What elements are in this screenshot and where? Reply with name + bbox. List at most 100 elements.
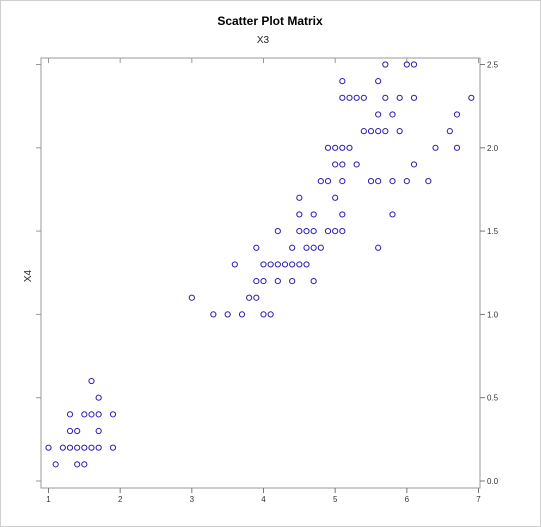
data-point: [324, 144, 332, 151]
x-tick-label: 5: [333, 495, 338, 504]
data-point: [317, 178, 324, 185]
y-tick-label: 0.5: [487, 394, 499, 403]
data-point: [339, 228, 346, 235]
data-point: [446, 128, 453, 135]
data-point: [81, 461, 88, 468]
data-point: [303, 244, 310, 251]
data-point: [296, 228, 303, 235]
data-point: [274, 228, 281, 235]
data-point: [310, 244, 317, 251]
data-point: [367, 178, 375, 185]
data-point: [74, 461, 81, 468]
data-point: [332, 161, 339, 168]
data-point: [238, 311, 246, 318]
data-point: [260, 311, 267, 318]
data-point: [346, 94, 353, 101]
y-tick-label: 1.0: [487, 310, 499, 319]
x-tick-label: 6: [405, 495, 410, 504]
data-point: [382, 94, 389, 101]
data-point: [382, 128, 389, 135]
data-point: [59, 444, 66, 451]
data-points: [45, 61, 475, 468]
data-point: [375, 78, 382, 85]
data-point: [332, 144, 339, 151]
y-tick-label: 1.5: [487, 227, 499, 236]
data-point: [339, 78, 346, 85]
data-point: [95, 444, 102, 451]
data-point: [231, 261, 238, 268]
data-point: [360, 94, 367, 101]
data-point: [339, 178, 346, 185]
data-point: [425, 178, 432, 185]
data-point: [324, 178, 332, 185]
data-point: [81, 444, 88, 451]
data-point: [468, 94, 475, 101]
data-point: [303, 228, 310, 235]
data-point: [296, 194, 303, 201]
data-point: [289, 277, 296, 285]
x-tick-label: 1: [46, 495, 51, 504]
data-point: [88, 411, 95, 418]
data-point: [88, 444, 95, 451]
data-point: [246, 294, 253, 301]
data-point: [410, 61, 418, 68]
data-point: [188, 294, 195, 301]
data-point: [274, 277, 281, 285]
data-point: [389, 211, 396, 218]
data-point: [253, 294, 260, 301]
data-point: [66, 411, 74, 418]
data-point: [332, 194, 339, 201]
data-point: [346, 144, 353, 151]
data-point: [267, 311, 274, 318]
data-point: [74, 444, 81, 451]
data-point: [367, 128, 375, 135]
data-point: [109, 411, 117, 418]
data-point: [296, 211, 303, 218]
x-tick-label: 3: [190, 495, 195, 504]
data-point: [109, 444, 117, 451]
data-point: [410, 161, 418, 168]
data-point: [389, 178, 396, 185]
data-point: [224, 311, 231, 318]
data-point: [375, 244, 382, 251]
data-point: [95, 427, 102, 435]
data-point: [267, 261, 274, 268]
data-point: [453, 111, 461, 118]
y-tick-label: 0.0: [487, 477, 499, 486]
data-point: [296, 261, 303, 268]
data-point: [375, 111, 382, 118]
data-point: [310, 211, 317, 218]
data-point: [274, 261, 281, 268]
data-point: [66, 444, 74, 451]
data-point: [339, 211, 346, 218]
data-point: [339, 144, 346, 151]
y-axis-label: X4: [23, 269, 34, 282]
y-tick-label: 2.5: [487, 61, 499, 70]
data-point: [432, 144, 439, 151]
data-point: [453, 144, 461, 151]
data-point: [253, 244, 260, 251]
data-point: [303, 261, 310, 268]
x-tick-label: 2: [118, 495, 123, 504]
data-point: [324, 228, 332, 235]
data-point: [410, 94, 418, 101]
data-point: [289, 244, 296, 251]
axis-ticks: 1 2 3 4 5 6 7 0.0 0.5 1.0 1.5 2.0 2.5: [36, 58, 499, 504]
plot-area: [40, 57, 481, 489]
data-point: [317, 244, 324, 251]
x-tick-label: 4: [261, 495, 266, 504]
data-point: [260, 277, 267, 285]
data-point: [360, 128, 367, 135]
data-point: [260, 261, 267, 268]
data-point: [253, 277, 260, 285]
data-point: [332, 228, 339, 235]
data-point: [310, 228, 317, 235]
data-point: [375, 178, 382, 185]
data-point: [74, 427, 81, 435]
x3-label: X3: [257, 35, 270, 46]
data-point: [403, 61, 410, 68]
data-point: [375, 128, 382, 135]
data-point: [289, 261, 296, 268]
data-point: [95, 411, 102, 418]
